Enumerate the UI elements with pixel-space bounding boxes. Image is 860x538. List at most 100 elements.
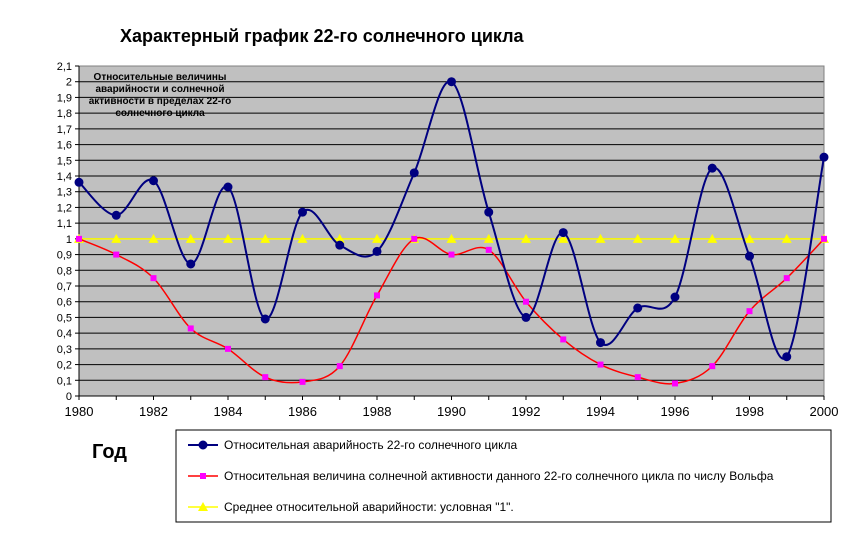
solar-activity-series-point [299,378,306,385]
accident-series-point [186,259,196,269]
y-tick-label: 1,8 [57,108,72,120]
average-series-point [521,233,531,243]
annotation-line: аварийности и солнечной [95,84,224,95]
solar-activity-series-point [336,363,343,370]
accident-series-point [111,210,121,220]
legend-entry: Относительная величина солнечной активно… [188,469,774,483]
y-tick-label: 2 [66,77,72,89]
accident-series-point [707,163,717,173]
accident-series-point [521,312,531,322]
average-series-point [185,233,196,243]
accident-series-point [447,77,456,87]
legend-label: Среднее относительной аварийности: услов… [224,500,514,514]
solar-activity-series-point [262,374,269,381]
y-tick-label: 1,5 [57,155,72,167]
x-tick-label: 1998 [735,404,764,419]
x-tick-label: 1986 [288,404,317,419]
accident-series-point [335,240,345,250]
annotation-line: активности в пределах 22-го [89,96,232,107]
accident-series-point [298,207,307,217]
accident-series-point [372,246,382,256]
average-series [74,233,829,243]
x-tick-label: 1992 [512,404,541,419]
average-series-point [148,233,159,243]
x-tick-label: 1994 [586,404,615,419]
accident-series-point [223,182,233,192]
y-tick-label: 1,6 [57,140,72,152]
legend-entry: Относительная аварийность 22-го солнечно… [188,438,517,452]
chart-title: Характерный график 22-го солнечного цикл… [120,26,525,46]
x-tick-label: 2000 [810,404,839,419]
legend-entry: Среднее относительной аварийности: услов… [188,500,514,514]
solar-activity-series-point [560,336,567,343]
y-tick-label: 1,3 [57,187,72,199]
y-tick-label: 0,6 [57,297,72,309]
average-series-point [595,233,606,243]
y-tick-label: 2,1 [57,61,72,73]
solar-activity-series-point [709,363,716,370]
y-tick-label: 1,9 [57,92,72,104]
solar-activity-series-point [523,298,529,305]
legend-label: Относительная аварийность 22-го солнечно… [224,438,517,452]
solar-activity-series-point [113,251,120,258]
average-series-point [744,233,755,243]
y-tick-label: 1,4 [57,171,72,183]
accident-series-point [558,228,568,238]
legend-swatch-marker [200,473,206,479]
y-tick-label: 0,2 [57,360,72,372]
solar-activity-series-point [374,292,380,299]
y-tick-label: 0,4 [57,328,72,340]
y-tick-label: 0,5 [57,312,72,324]
average-series-point [297,233,308,243]
solar-activity-series-point [634,374,641,381]
accident-series-point [260,314,270,324]
average-series-point [483,233,494,243]
series-layer [74,77,829,387]
x-tick-label: 1982 [139,404,168,419]
x-tick-label: 1996 [661,404,690,419]
average-series-point [670,233,680,243]
x-tick-label: 1984 [214,404,243,419]
y-axis-ticks: 0 0,1 0,2 0,3 0,4 0,5 0,6 0,7 0,8 0,9 1 1,1 1,2 1,3 1,… [57,61,79,403]
annotation-line: Относительные величины [94,72,227,83]
x-tick-label: 1980 [65,404,94,419]
x-axis-ticks: 1980 1982 1984 1986 1988 1990 1992 1994 1996 1998… [65,396,839,419]
solar-activity-series-point [485,246,492,253]
solar-activity-series-point [225,345,231,352]
accident-series [74,77,829,362]
average-series-point [260,233,271,243]
legend [175,429,832,523]
solar-activity-series-point [783,275,790,282]
average-series-point [781,233,792,243]
accident-series-point [484,207,494,217]
accident-series-point [409,168,419,178]
accident-series-point [819,152,829,162]
y-tick-label: 0,9 [57,250,72,262]
legend-swatch-marker [198,440,208,450]
annotation-line: солнечного цикла [115,108,205,119]
solar-activity-series [76,235,827,387]
legend-swatch-marker [198,502,208,511]
x-tick-label: 1988 [363,404,392,419]
annotation: Относительные величины аварийности и солн… [89,72,232,119]
accident-series-point [633,303,643,313]
y-tick-label: 0 [66,391,72,403]
x-tick-label: 1990 [437,404,466,419]
y-tick-label: 1,2 [57,202,72,214]
plot-area [79,66,824,396]
solar-activity-series-point [411,235,418,242]
y-tick-label: 1,7 [57,124,72,136]
solar-activity-series-point [448,251,455,258]
accident-series-point [149,176,158,186]
solar-activity-series-point [746,308,753,315]
solar-activity-series-point [672,380,678,387]
average-series-point [707,233,718,243]
accident-series-point [74,177,84,187]
y-tick-label: 1 [66,234,72,246]
solar-activity-series-point [821,235,827,242]
legend-entries: Относительная аварийность 22-го солнечно… [188,438,774,514]
y-tick-label: 0,1 [57,375,72,387]
accident-series-point [596,338,605,348]
